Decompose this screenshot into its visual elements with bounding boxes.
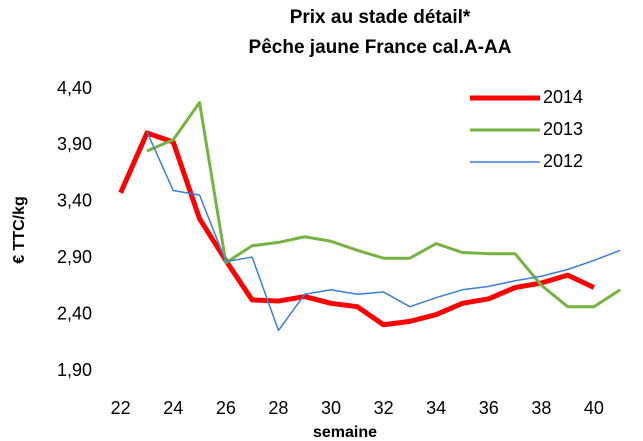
x-tick-label: 26 [216, 398, 236, 418]
x-tick-label: 28 [268, 398, 288, 418]
y-tick-label: 2,90 [57, 247, 92, 267]
y-tick-label: 2,40 [57, 303, 92, 323]
x-tick-label: 30 [321, 398, 341, 418]
x-tick-label: 34 [426, 398, 446, 418]
chart-subtitle: Pêche jaune France cal.A-AA [249, 37, 512, 58]
series-line [118, 130, 595, 328]
x-tick-label: 32 [374, 398, 394, 418]
y-tick-label: 1,90 [57, 360, 92, 380]
y-tick-label: 4,40 [57, 78, 92, 98]
legend-label: 2013 [543, 119, 583, 139]
x-tick-label: 38 [531, 398, 551, 418]
x-axis-label: semaine [313, 424, 377, 441]
series-line [146, 101, 622, 309]
y-tick-label: 3,90 [57, 134, 92, 154]
y-tick-label: 3,40 [57, 191, 92, 211]
x-tick-label: 24 [163, 398, 183, 418]
chart-title: Prix au stade détail* [290, 7, 471, 28]
legend-label: 2012 [543, 151, 583, 171]
legend-label: 2014 [543, 87, 583, 107]
x-tick-label: 40 [584, 398, 604, 418]
x-tick-label: 36 [479, 398, 499, 418]
y-axis-label: € TTC/kg [11, 196, 28, 264]
series-line [146, 131, 621, 332]
x-tick-label: 22 [111, 398, 131, 418]
